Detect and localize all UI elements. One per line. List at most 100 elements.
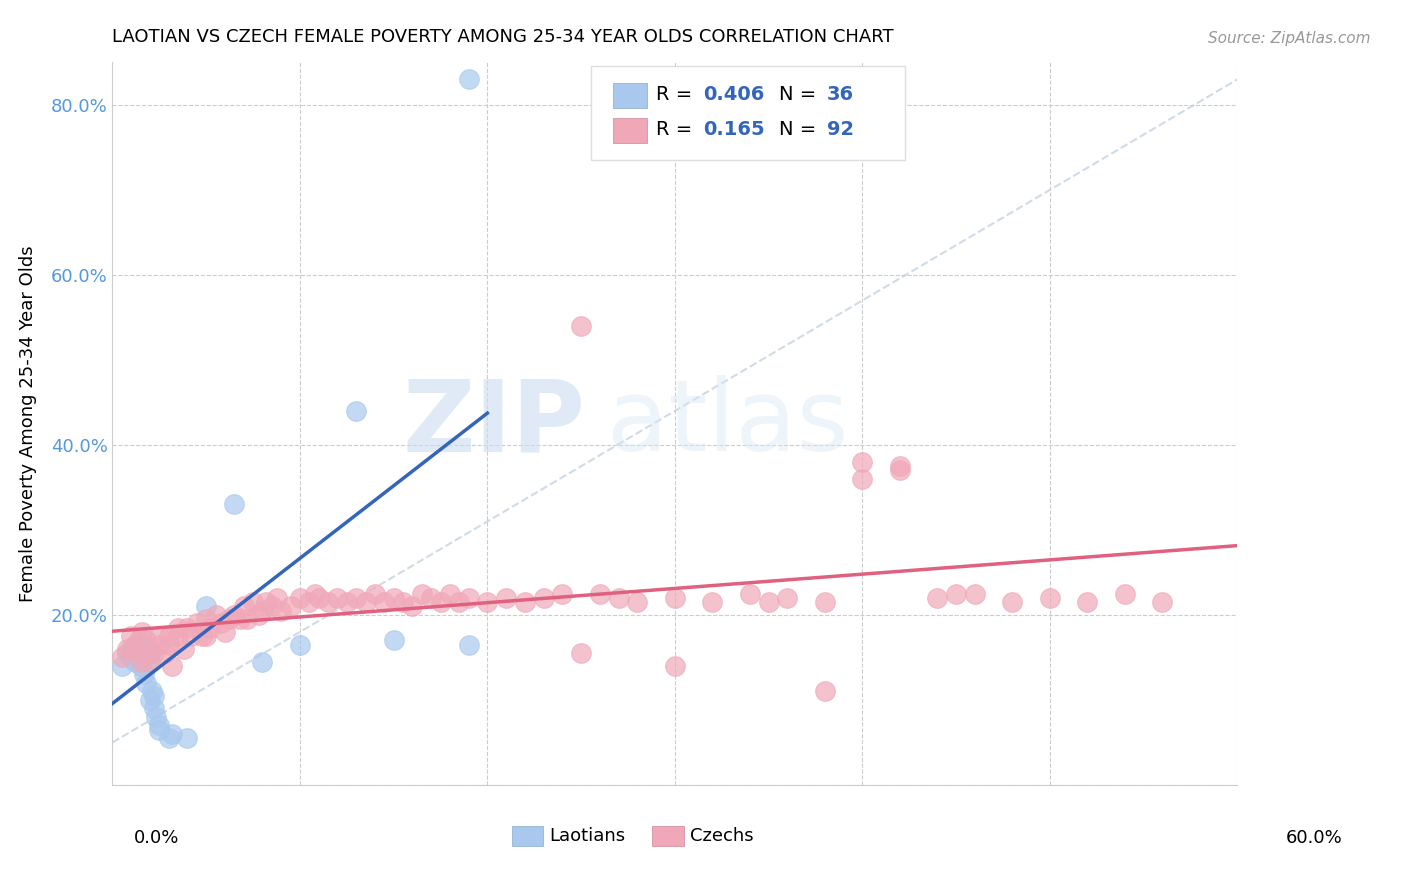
Czechs bbox=[176, 621, 198, 635]
Laotians bbox=[141, 684, 163, 698]
Czechs bbox=[298, 595, 321, 609]
Czechs bbox=[157, 638, 180, 652]
FancyBboxPatch shape bbox=[591, 66, 905, 160]
Czechs bbox=[280, 599, 302, 614]
Czechs bbox=[148, 638, 170, 652]
Czechs bbox=[266, 591, 288, 605]
Text: Source: ZipAtlas.com: Source: ZipAtlas.com bbox=[1208, 31, 1371, 46]
Czechs bbox=[664, 659, 686, 673]
Czechs bbox=[186, 616, 208, 631]
Czechs bbox=[373, 595, 395, 609]
Laotians bbox=[136, 642, 159, 657]
Czechs bbox=[270, 604, 292, 618]
Text: atlas: atlas bbox=[607, 376, 849, 472]
Czechs bbox=[776, 591, 799, 605]
Laotians bbox=[131, 638, 153, 652]
Laotians bbox=[148, 718, 170, 732]
Czechs bbox=[124, 638, 146, 652]
Text: Laotians: Laotians bbox=[548, 827, 626, 845]
Czechs bbox=[354, 595, 377, 609]
Czechs bbox=[513, 595, 536, 609]
Czechs bbox=[117, 642, 139, 657]
Czechs bbox=[1001, 595, 1024, 609]
Text: N =: N = bbox=[779, 86, 823, 104]
Czechs bbox=[851, 455, 873, 469]
Laotians bbox=[139, 646, 162, 660]
Czechs bbox=[758, 595, 780, 609]
Czechs bbox=[569, 318, 592, 333]
Czechs bbox=[129, 646, 152, 660]
Czechs bbox=[153, 646, 176, 660]
Czechs bbox=[664, 591, 686, 605]
Czechs bbox=[224, 607, 246, 622]
Laotians bbox=[124, 655, 146, 669]
Laotians bbox=[139, 693, 162, 707]
Czechs bbox=[1152, 595, 1174, 609]
Laotians bbox=[120, 642, 142, 657]
Laotians bbox=[129, 650, 152, 665]
Czechs bbox=[495, 591, 517, 605]
Text: ZIP: ZIP bbox=[402, 376, 585, 472]
Czechs bbox=[589, 587, 612, 601]
Czechs bbox=[204, 607, 226, 622]
Czechs bbox=[252, 604, 274, 618]
Czechs bbox=[626, 595, 648, 609]
Czechs bbox=[214, 624, 236, 639]
Laotians bbox=[128, 633, 150, 648]
Text: 0.165: 0.165 bbox=[703, 120, 765, 139]
Czechs bbox=[889, 459, 911, 474]
FancyBboxPatch shape bbox=[613, 83, 647, 108]
Czechs bbox=[702, 595, 724, 609]
Czechs bbox=[326, 591, 349, 605]
Czechs bbox=[260, 599, 283, 614]
Laotians bbox=[148, 723, 170, 737]
Czechs bbox=[963, 587, 986, 601]
Laotians bbox=[125, 646, 148, 660]
Laotians bbox=[344, 404, 367, 418]
Czechs bbox=[135, 633, 157, 648]
Laotians bbox=[382, 633, 405, 648]
Y-axis label: Female Poverty Among 25-34 Year Olds: Female Poverty Among 25-34 Year Olds bbox=[18, 245, 37, 602]
Text: 92: 92 bbox=[827, 120, 853, 139]
Laotians bbox=[139, 655, 162, 669]
Laotians bbox=[162, 727, 184, 741]
Laotians bbox=[117, 646, 139, 660]
Text: 0.406: 0.406 bbox=[703, 86, 765, 104]
Czechs bbox=[191, 629, 214, 643]
Text: 60.0%: 60.0% bbox=[1286, 829, 1343, 847]
Czechs bbox=[1114, 587, 1136, 601]
Laotians bbox=[135, 646, 157, 660]
Czechs bbox=[288, 591, 311, 605]
Text: LAOTIAN VS CZECH FEMALE POVERTY AMONG 25-34 YEAR OLDS CORRELATION CHART: LAOTIAN VS CZECH FEMALE POVERTY AMONG 25… bbox=[112, 28, 894, 45]
Czechs bbox=[457, 591, 479, 605]
Czechs bbox=[157, 629, 180, 643]
Czechs bbox=[420, 591, 443, 605]
Laotians bbox=[129, 659, 152, 673]
Czechs bbox=[1076, 595, 1098, 609]
Laotians bbox=[124, 638, 146, 652]
Laotians bbox=[145, 710, 167, 724]
Text: 36: 36 bbox=[827, 86, 853, 104]
Czechs bbox=[1039, 591, 1062, 605]
Czechs bbox=[814, 684, 837, 698]
Czechs bbox=[148, 629, 170, 643]
Czechs bbox=[162, 659, 184, 673]
Czechs bbox=[477, 595, 499, 609]
Czechs bbox=[195, 629, 218, 643]
Laotians bbox=[111, 659, 134, 673]
Czechs bbox=[173, 642, 195, 657]
Czechs bbox=[344, 591, 367, 605]
Czechs bbox=[336, 595, 359, 609]
Czechs bbox=[449, 595, 471, 609]
FancyBboxPatch shape bbox=[652, 826, 683, 847]
Text: R =: R = bbox=[655, 86, 699, 104]
Czechs bbox=[889, 463, 911, 477]
Czechs bbox=[308, 591, 330, 605]
Czechs bbox=[254, 595, 277, 609]
Czechs bbox=[111, 650, 134, 665]
Czechs bbox=[142, 646, 165, 660]
Czechs bbox=[533, 591, 555, 605]
Czechs bbox=[551, 587, 574, 601]
Czechs bbox=[209, 616, 232, 631]
Czechs bbox=[139, 655, 162, 669]
